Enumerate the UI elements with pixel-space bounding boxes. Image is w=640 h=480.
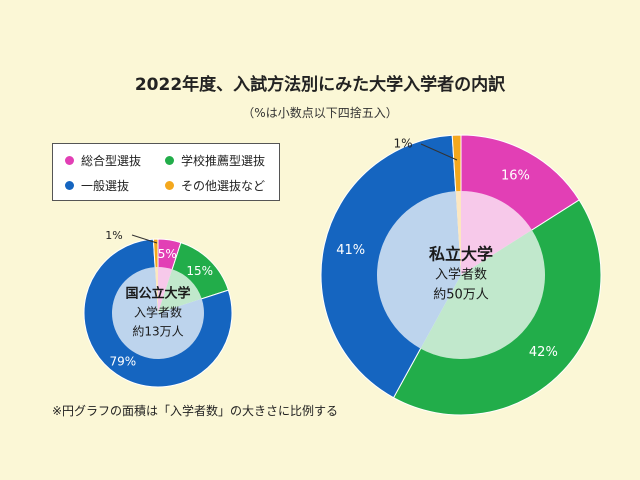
center-line-0-1: 入学者数 — [134, 305, 182, 320]
inner-slice-1-0 — [461, 191, 532, 275]
legend-label: 学校推薦型選抜 — [181, 154, 266, 168]
inner-slice-1-2 — [376, 191, 461, 349]
data-label-1-1: 42% — [529, 345, 558, 360]
footnote: ※円グラフの面積は「入学者数」の大きさに比例する — [52, 404, 339, 418]
leader-line-0 — [131, 234, 158, 244]
legend-item-sogo: 総合型選抜 — [65, 152, 141, 169]
legend-swatch — [65, 181, 74, 190]
center-title-0: 国公立大学 — [125, 286, 190, 302]
inner-slice-0-3 — [155, 267, 158, 313]
center-line-0-2: 約13万人 — [132, 324, 183, 339]
data-label-0-2: 79% — [110, 354, 137, 368]
center-line-1-2: 約50万人 — [433, 288, 489, 303]
inner-slice-0-2 — [112, 267, 205, 359]
legend-swatch — [165, 181, 174, 190]
inner-slice-0-1 — [158, 269, 202, 313]
data-label-1-3: 1% — [393, 137, 412, 151]
leader-line-1 — [420, 143, 458, 161]
legend-item-sonota: その他選抜など — [165, 177, 265, 194]
inner-slice-0-0 — [158, 267, 173, 313]
legend-label: 一般選抜 — [81, 179, 130, 193]
legend-item-suisen: 学校推薦型選抜 — [165, 152, 265, 169]
chart-subtitle: （%は小数点以下四捨五入） — [242, 106, 398, 120]
data-label-0-0: 5% — [158, 247, 177, 261]
legend-label: 総合型選抜 — [81, 154, 142, 168]
legend-swatch — [165, 156, 174, 165]
data-label-1-0: 16% — [501, 168, 530, 183]
legend-swatch — [65, 156, 74, 165]
center-title-1: 私立大学 — [429, 245, 493, 264]
legend-item-ippan: 一般選抜 — [65, 177, 129, 194]
data-label-1-2: 41% — [336, 243, 365, 258]
legend-label: その他選抜など — [181, 179, 266, 193]
legend: 総合型選抜 学校推薦型選抜 一般選抜 その他選抜など — [52, 143, 280, 201]
chart-title: 2022年度、入試方法別にみた大学入学者の内訳 — [134, 75, 506, 95]
inner-slice-1-3 — [455, 191, 461, 275]
inner-slice-1-1 — [420, 229, 545, 360]
data-label-0-3: 1% — [105, 229, 122, 242]
data-label-0-1: 15% — [186, 264, 213, 278]
center-line-1-1: 入学者数 — [435, 267, 487, 283]
